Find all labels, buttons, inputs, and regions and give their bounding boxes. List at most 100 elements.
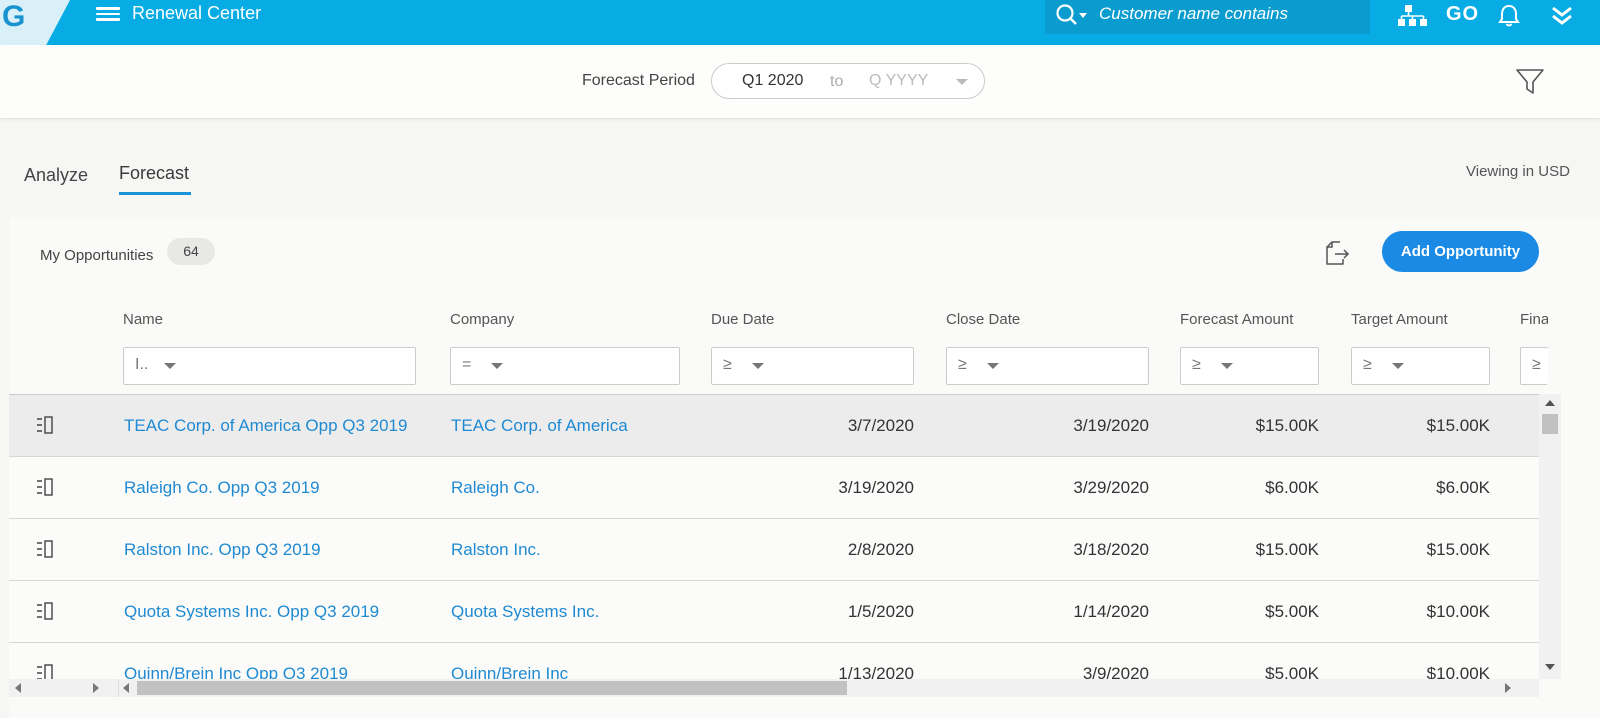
opportunity-name-link[interactable]: Raleigh Co. Opp Q3 2019 xyxy=(124,478,320,497)
forecast-period-label: Forecast Period xyxy=(582,72,695,89)
table-row[interactable]: Quota Systems Inc. Opp Q3 2019 Quota Sys… xyxy=(9,581,1548,643)
chevron-down-icon[interactable] xyxy=(752,363,764,369)
close-date-cell: 3/29/2020 xyxy=(1073,478,1149,497)
forecast-period-to[interactable]: Q YYYY xyxy=(869,72,929,89)
forecast-amount-cell: $5.00K xyxy=(1265,602,1319,621)
target-amount-cell: $6.00K xyxy=(1436,478,1490,497)
due-date-cell: 3/19/2020 xyxy=(838,478,914,497)
opportunity-name-link[interactable]: TEAC Corp. of America Opp Q3 2019 xyxy=(124,416,408,435)
filter-operator[interactable]: = xyxy=(462,356,472,373)
opportunity-name-link[interactable]: Ralston Inc. Opp Q3 2019 xyxy=(124,540,321,559)
forecast-period-selector[interactable]: Q1 2020 to Q YYYY xyxy=(711,63,985,99)
table-row[interactable]: Quinn/Brein Inc Opp Q3 2019 Quinn/Brein … xyxy=(9,643,1548,679)
row-detail-icon[interactable] xyxy=(35,663,55,679)
due-date-filter-input[interactable]: ≥ xyxy=(711,347,914,385)
column-header-forecast-amount[interactable]: Forecast Amount xyxy=(1180,311,1294,328)
scroll-right-arrow-icon[interactable] xyxy=(93,683,99,693)
horizontal-scrollbar-thumb[interactable] xyxy=(137,681,847,695)
chevron-down-icon[interactable] xyxy=(956,79,968,85)
name-filter-input[interactable]: I.. xyxy=(123,347,416,385)
row-detail-icon[interactable] xyxy=(35,539,55,559)
close-date-cell: 3/18/2020 xyxy=(1073,540,1149,559)
filter-operator[interactable]: ≥ xyxy=(1532,356,1541,373)
frozen-column-scrollbar[interactable] xyxy=(9,679,119,697)
target-amount-cell: $10.00K xyxy=(1426,602,1490,621)
org-chart-icon[interactable] xyxy=(1396,2,1428,30)
column-header-target-amount[interactable]: Target Amount xyxy=(1351,311,1448,328)
company-link[interactable]: Ralston Inc. xyxy=(451,540,541,559)
forecast-amount-filter-input[interactable]: ≥ xyxy=(1180,347,1319,385)
filter-operator[interactable]: ≥ xyxy=(723,356,732,373)
add-opportunity-button[interactable]: Add Opportunity xyxy=(1382,231,1539,272)
tab-analyze[interactable]: Analyze xyxy=(24,165,89,185)
target-amount-filter-input[interactable]: ≥ xyxy=(1351,347,1490,385)
forecast-period-from[interactable]: Q1 2020 xyxy=(742,72,804,89)
target-amount-cell: $10.00K xyxy=(1426,664,1490,679)
final-amount-filter-input[interactable]: ≥ xyxy=(1520,347,1548,385)
company-filter-input[interactable]: = xyxy=(450,347,680,385)
row-detail-icon[interactable] xyxy=(35,415,55,435)
table-row[interactable]: Raleigh Co. Opp Q3 2019 Raleigh Co. 3/19… xyxy=(9,457,1548,519)
scroll-up-arrow-icon[interactable] xyxy=(1545,400,1555,406)
close-date-cell: 1/14/2020 xyxy=(1073,602,1149,621)
filter-operator[interactable]: I.. xyxy=(135,356,149,373)
app-title: Renewal Center xyxy=(132,3,262,23)
top-bar: G Renewal Center Customer name contains … xyxy=(0,0,1600,45)
opportunities-label: My Opportunities xyxy=(40,247,154,264)
go-button[interactable]: GO xyxy=(1446,3,1480,25)
scroll-down-arrow-icon[interactable] xyxy=(1545,664,1555,670)
column-header-due-date[interactable]: Due Date xyxy=(711,311,775,328)
vertical-scrollbar[interactable] xyxy=(1539,394,1561,679)
table-row[interactable]: TEAC Corp. of America Opp Q3 2019 TEAC C… xyxy=(9,395,1548,457)
filter-operator[interactable]: ≥ xyxy=(958,356,967,373)
company-link[interactable]: Quinn/Brein Inc xyxy=(451,664,569,679)
opportunity-name-link[interactable]: Quinn/Brein Inc Opp Q3 2019 xyxy=(124,664,348,679)
due-date-cell: 3/7/2020 xyxy=(847,416,914,435)
scroll-right-arrow-icon[interactable] xyxy=(1505,683,1511,693)
funnel-icon[interactable] xyxy=(1515,67,1545,97)
table-row[interactable]: Ralston Inc. Opp Q3 2019 Ralston Inc. 2/… xyxy=(9,519,1548,581)
close-date-filter-input[interactable]: ≥ xyxy=(946,347,1149,385)
forecast-period-bar: Forecast Period Q1 2020 to Q YYYY xyxy=(0,45,1600,119)
due-date-cell: 2/8/2020 xyxy=(847,540,914,559)
filter-operator[interactable]: ≥ xyxy=(1192,356,1201,373)
column-header-close-date[interactable]: Close Date xyxy=(946,311,1021,328)
search-icon[interactable] xyxy=(1055,2,1095,28)
company-link[interactable]: Quota Systems Inc. xyxy=(451,602,600,621)
chevron-down-icon[interactable] xyxy=(491,363,503,369)
forecast-amount-cell: $15.00K xyxy=(1255,540,1319,559)
export-icon[interactable] xyxy=(1324,239,1350,267)
opportunity-name-link[interactable]: Quota Systems Inc. Opp Q3 2019 xyxy=(124,602,380,621)
column-header-name[interactable]: Name xyxy=(123,311,164,328)
company-link[interactable]: TEAC Corp. of America xyxy=(451,416,628,435)
opportunities-grid: TEAC Corp. of America Opp Q3 2019 TEAC C… xyxy=(9,394,1548,679)
forecast-amount-cell: $5.00K xyxy=(1265,664,1319,679)
hamburger-menu-icon[interactable] xyxy=(96,4,120,22)
currency-indicator: Viewing in USD xyxy=(1466,163,1570,180)
forecast-amount-cell: $15.00K xyxy=(1255,416,1319,435)
forecast-amount-cell: $6.00K xyxy=(1265,478,1319,497)
scroll-left-arrow-icon[interactable] xyxy=(123,683,129,693)
double-chevron-down-icon[interactable] xyxy=(1549,2,1575,30)
horizontal-scrollbar[interactable] xyxy=(119,679,1539,697)
tab-forecast[interactable]: Forecast xyxy=(119,163,190,183)
row-detail-icon[interactable] xyxy=(35,477,55,497)
search-input[interactable]: Customer name contains xyxy=(1045,0,1370,34)
target-amount-cell: $15.00K xyxy=(1426,416,1490,435)
column-header-final-amount[interactable]: Final Ar xyxy=(1520,311,1548,328)
vertical-scrollbar-thumb[interactable] xyxy=(1542,414,1558,434)
row-detail-icon[interactable] xyxy=(35,601,55,621)
chevron-down-icon[interactable] xyxy=(987,363,999,369)
close-date-cell: 3/9/2020 xyxy=(1082,664,1149,679)
chevron-down-icon[interactable] xyxy=(1392,363,1404,369)
chevron-down-icon[interactable] xyxy=(1221,363,1233,369)
close-date-cell: 3/19/2020 xyxy=(1073,416,1149,435)
app-logo[interactable]: G xyxy=(2,0,26,33)
scroll-left-arrow-icon[interactable] xyxy=(15,683,21,693)
filter-operator[interactable]: ≥ xyxy=(1363,356,1372,373)
company-link[interactable]: Raleigh Co. xyxy=(451,478,540,497)
forecast-period-separator: to xyxy=(830,73,844,90)
bell-icon[interactable] xyxy=(1497,2,1521,30)
chevron-down-icon[interactable] xyxy=(164,363,176,369)
column-header-company[interactable]: Company xyxy=(450,311,515,328)
